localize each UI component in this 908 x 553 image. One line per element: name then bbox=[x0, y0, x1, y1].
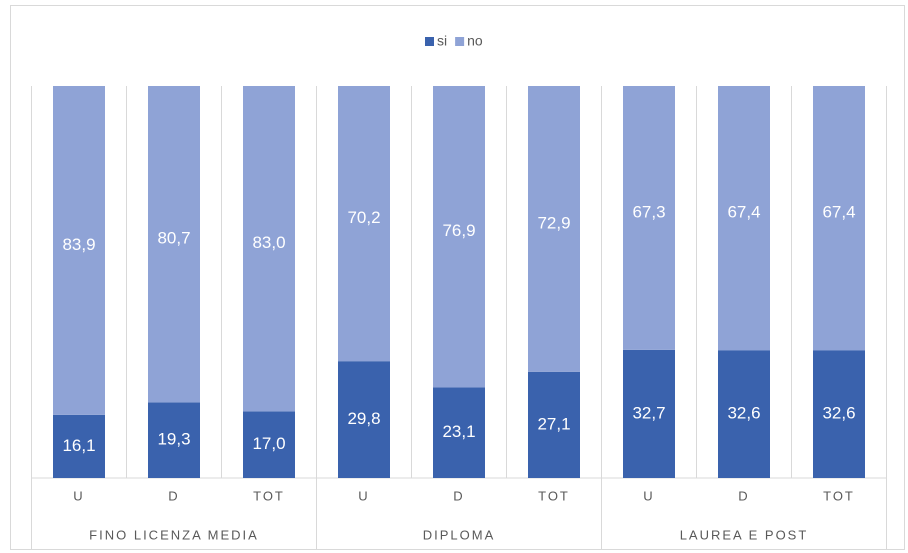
bar-segment bbox=[718, 350, 770, 478]
data-label: 16,1 bbox=[62, 436, 95, 455]
data-label: 67,4 bbox=[727, 203, 760, 222]
x-tick-label: TOT bbox=[538, 488, 570, 503]
bar-segment bbox=[433, 387, 485, 478]
legend-swatch bbox=[455, 37, 465, 46]
bar-segment bbox=[623, 349, 675, 478]
x-tick-label: U bbox=[73, 488, 84, 503]
data-label: 83,9 bbox=[62, 235, 95, 254]
data-label: 32,7 bbox=[632, 403, 665, 422]
bar-segment bbox=[53, 414, 105, 478]
x-tick-label: TOT bbox=[823, 488, 855, 503]
data-label: 83,0 bbox=[252, 233, 285, 252]
bar-segment bbox=[623, 86, 675, 350]
bar-segment bbox=[53, 86, 105, 415]
x-tick-label: D bbox=[453, 488, 464, 503]
bar-segment bbox=[338, 361, 390, 478]
data-label: 67,3 bbox=[632, 202, 665, 221]
data-label: 27,1 bbox=[537, 414, 570, 433]
x-tick-label: U bbox=[643, 488, 654, 503]
data-label: 76,9 bbox=[442, 221, 475, 240]
bar-segment bbox=[243, 86, 295, 412]
data-label: 17,0 bbox=[252, 434, 285, 453]
bar-segment bbox=[718, 86, 770, 351]
bar-segment bbox=[243, 411, 295, 478]
x-tick-label: U bbox=[358, 488, 369, 503]
data-label: 72,9 bbox=[537, 213, 570, 232]
legend-label: si bbox=[437, 33, 447, 49]
data-label: 19,3 bbox=[157, 430, 190, 449]
group-label: LAUREA E POST bbox=[680, 527, 809, 542]
data-label: 80,7 bbox=[157, 229, 190, 248]
group-label: DIPLOMA bbox=[423, 527, 496, 542]
x-tick-label: D bbox=[168, 488, 179, 503]
group-label: FINO LICENZA MEDIA bbox=[89, 527, 259, 542]
bar-segment bbox=[528, 371, 580, 478]
data-label: 23,1 bbox=[442, 422, 475, 441]
data-label: 70,2 bbox=[347, 208, 380, 227]
bar-segment bbox=[433, 86, 485, 388]
data-label: 32,6 bbox=[822, 404, 855, 423]
legend-swatch bbox=[425, 37, 434, 46]
data-label: 29,8 bbox=[347, 409, 380, 428]
bar-segment bbox=[148, 86, 200, 403]
bar-segment bbox=[813, 350, 865, 478]
legend-label: no bbox=[467, 33, 483, 49]
bar-segment bbox=[338, 86, 390, 362]
x-tick-label: TOT bbox=[253, 488, 285, 503]
bar-segment bbox=[528, 86, 580, 372]
bar-segment bbox=[148, 402, 200, 478]
x-tick-label: D bbox=[738, 488, 749, 503]
bar-segment bbox=[813, 86, 865, 351]
data-label: 67,4 bbox=[822, 203, 855, 222]
data-label: 32,6 bbox=[727, 404, 760, 423]
